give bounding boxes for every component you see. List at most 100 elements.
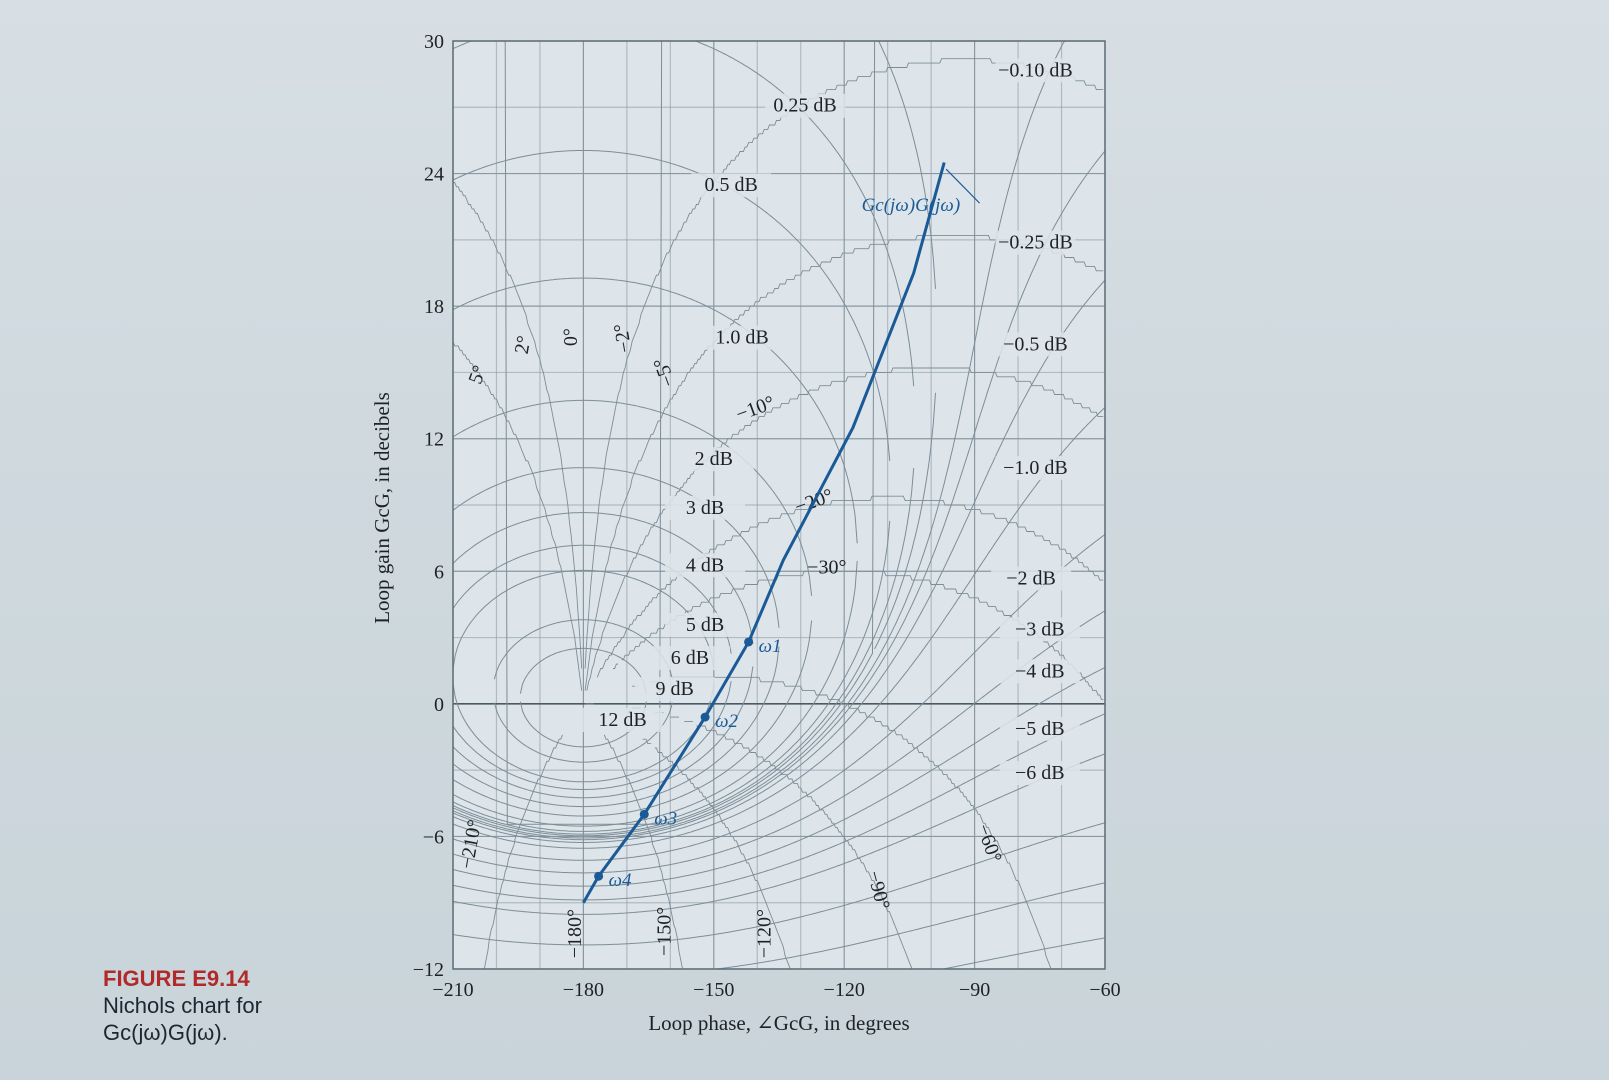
x-tick-label: −90 [959, 979, 990, 1001]
magnitude-label-bg [649, 646, 730, 671]
magnitude-contour [452, 822, 1106, 946]
frequency-marker-label: ω1 [759, 636, 782, 657]
magnitude-contour [452, 667, 1106, 887]
y-tick-label: 24 [424, 164, 444, 186]
caption-line-2: Gc(jω)G(jω). [103, 1020, 228, 1045]
phase-contour [453, 181, 583, 669]
y-axis-label: Loop gain GcG, in decibels [370, 392, 394, 624]
phase-contour [480, 734, 563, 970]
magnitude-label-bg [999, 617, 1080, 642]
magnitude-contour-label: 1.0 dB [715, 327, 768, 349]
magnitude-label-bg [995, 230, 1076, 255]
magnitude-contour-label: 0.25 dB [773, 95, 836, 117]
phase-contour-label: −180° [564, 909, 586, 958]
phase-contour-label: 2° [511, 334, 536, 356]
magnitude-contour [452, 681, 732, 790]
y-tick-label: 6 [434, 561, 444, 583]
frequency-marker [744, 637, 754, 647]
magnitude-contour [452, 279, 1106, 843]
frequency-marker [594, 871, 604, 881]
frequency-marker-label: ω4 [609, 870, 632, 891]
phase-contour [452, 341, 583, 691]
frequency-marker [700, 712, 710, 722]
frequency-marker-label: ω2 [715, 711, 738, 732]
magnitude-contour [452, 560, 858, 827]
x-tick-label: −150 [693, 979, 734, 1001]
frequency-marker-label: ω3 [654, 808, 677, 829]
magnitude-contour-label: 0.5 dB [705, 174, 758, 196]
magnitude-contour-label: 2 dB [695, 448, 733, 470]
magnitude-contour [452, 40, 1071, 839]
magnitude-contour [493, 619, 673, 680]
magnitude-label-bg [665, 612, 746, 637]
magnitude-contour [452, 468, 915, 825]
magnitude-contour-label: 3 dB [686, 497, 724, 519]
series-curve-label: Gc(jω)G(jω) [862, 195, 961, 216]
magnitude-contour [452, 277, 858, 544]
x-tick-label: −180 [563, 979, 604, 1001]
figure-label: FIGURE E9.14 [103, 966, 250, 991]
magnitude-contour [452, 610, 1106, 874]
magnitude-contour [452, 683, 715, 783]
y-tick-label: −12 [413, 959, 444, 981]
x-tick-label: −210 [432, 979, 473, 1001]
magnitude-contour-label: −5 dB [1015, 718, 1065, 740]
plot-frame [452, 40, 1106, 970]
magnitude-contour [519, 701, 647, 748]
magnitude-contour [452, 753, 1106, 915]
magnitude-contour [519, 647, 647, 694]
phase-contour [613, 663, 619, 669]
x-tick-label: −60 [1089, 979, 1120, 1001]
magnitude-label-bg [673, 447, 754, 472]
magnitude-label-bg [634, 677, 715, 702]
y-tick-label: 30 [424, 31, 444, 53]
y-tick-label: 0 [434, 694, 444, 716]
magnitude-contour-label: 6 dB [671, 647, 709, 669]
magnitude-contour-label: −3 dB [1015, 618, 1065, 640]
phase-contour-label: 0° [560, 328, 582, 346]
magnitude-contour-label: −4 dB [1015, 660, 1065, 682]
y-tick-label: 12 [424, 429, 444, 451]
phase-contour [654, 747, 794, 970]
magnitude-label-bg [665, 553, 746, 578]
magnitude-contour [874, 392, 936, 650]
series-layer: ω1 ω2 ω3 ω4 Gc(jω)G(jω) [582, 162, 981, 904]
phase-contour-label: −120° [753, 909, 775, 958]
magnitude-contour [452, 620, 813, 817]
magnitude-contour-label: −6 dB [1015, 762, 1065, 784]
magnitude-label-bg [995, 58, 1076, 83]
caption-line-1: Nichols chart for [103, 993, 262, 1018]
phase-contour-label: −150° [653, 907, 675, 956]
x-axis-label: Loop phase, ∠GcG, in degrees [648, 1011, 909, 1035]
figure-caption: FIGURE E9.14 Nichols chart for Gc(jω)G(j… [103, 965, 262, 1046]
magnitude-label-bg [991, 566, 1072, 591]
magnitude-contour [452, 150, 1106, 841]
magnitude-label-bg [665, 495, 746, 520]
magnitude-label-bg [691, 173, 772, 198]
magnitude-contour-label: −0.25 dB [998, 232, 1073, 254]
contour-labels: 0.25 dB 0.5 dB 1.0 dB 2 dB 3 dB 4 dB 5 dB 6 dB 9… [456, 58, 1080, 958]
phase-contour [642, 738, 652, 745]
magnitude-contour [452, 40, 936, 837]
phase-contour [696, 725, 916, 970]
y-tick-label: −6 [423, 826, 444, 848]
magnitude-contour [452, 569, 715, 669]
magnitude-label-bg [995, 456, 1076, 481]
magnitude-label-bg [702, 325, 783, 350]
x-tick-label: −120 [824, 979, 865, 1001]
magnitude-contour-label: −0.5 dB [1003, 333, 1068, 355]
magnitude-label-bg [765, 93, 846, 118]
frequency-marker [639, 809, 649, 819]
magnitude-contour-label: 9 dB [656, 678, 694, 700]
phase-contour [672, 676, 1055, 970]
magnitude-contour-label: 5 dB [686, 614, 724, 636]
phase-contour-label: −30° [807, 557, 846, 579]
magnitude-contour [452, 544, 732, 654]
phase-contour [603, 734, 686, 970]
magnitude-contour-label: 12 dB [598, 709, 646, 731]
magnitude-contour [493, 702, 673, 763]
y-tick-label: 18 [424, 296, 444, 318]
magnitude-label-bg [999, 760, 1080, 785]
